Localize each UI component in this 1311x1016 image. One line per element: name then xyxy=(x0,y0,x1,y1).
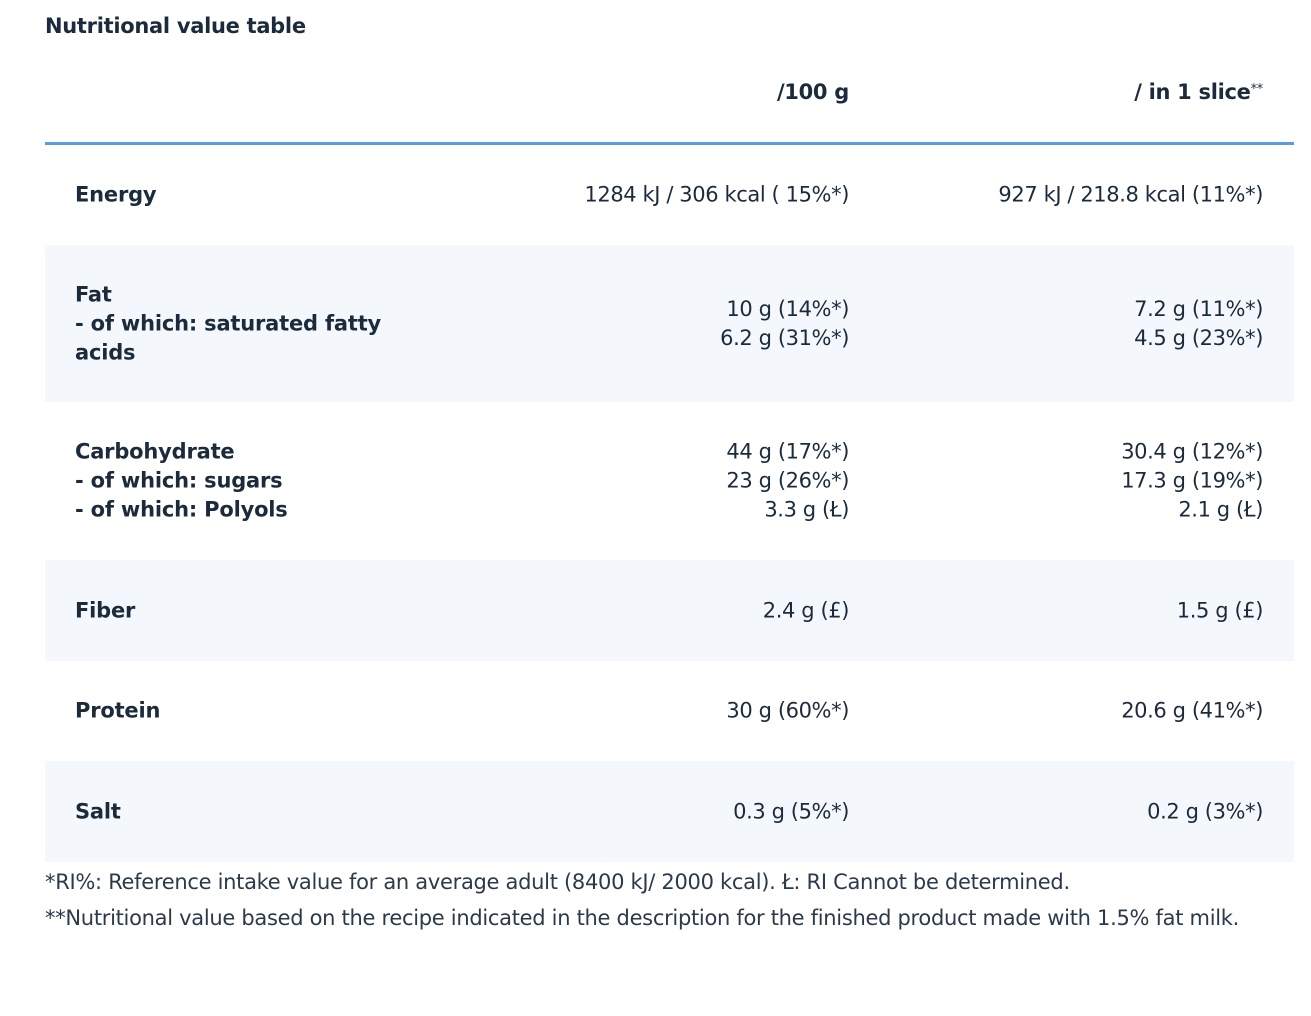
value-per-100g-line: 6.2 g (31%*) xyxy=(720,325,849,350)
value-per-100g-line: 0.3 g (5%*) xyxy=(733,799,849,823)
value-per-100g-line: 10 g (14%*) xyxy=(726,296,849,321)
value-per-100g-line: 30 g (60%*) xyxy=(726,698,849,723)
column-header-per-slice: / in 1 slice** xyxy=(1134,80,1263,104)
nutrient-label-line: Salt xyxy=(75,799,121,823)
value-per-100g-line: 23 g (26%*) xyxy=(726,468,849,493)
value-per-100g-line: 1284 kJ / 306 kcal ( 15%*) xyxy=(584,182,849,207)
value-per-slice-line: 17.3 g (19%*) xyxy=(1121,468,1263,493)
value-per-slice-line: 7.2 g (11%*) xyxy=(1134,296,1263,321)
nutrient-label-line: - of which: sugars xyxy=(75,468,283,493)
value-per-slice-line: 927 kJ / 218.8 kcal (11%*) xyxy=(998,182,1263,207)
value-per-slice-line: 20.6 g (41%*) xyxy=(1121,698,1263,723)
table-row-carbohydrate: Carbohydrate - of which: sugars - of which… xyxy=(45,402,1294,560)
column-header-per-100g: /100 g xyxy=(776,80,849,104)
table-title: Nutritional value table xyxy=(45,14,306,38)
table-row-salt: Salt 0.3 g (5%*) 0.2 g (3%*) xyxy=(45,761,1294,862)
value-per-100g: 30 g (60%*) xyxy=(726,697,849,726)
value-per-slice-line: 1.5 g (£) xyxy=(1176,598,1264,622)
value-per-slice: 30.4 g (12%*) 17.3 g (19%*) 2.1 g (Ł) xyxy=(1121,438,1263,525)
value-per-100g: 10 g (14%*) 6.2 g (31%*) xyxy=(720,295,849,353)
table-row-energy: Energy 1284 kJ / 306 kcal ( 15%*) 927 kJ /… xyxy=(45,145,1294,245)
nutrient-label-line: - of which: saturated fatty acids xyxy=(75,311,382,364)
per-slice-footnote-mark: ** xyxy=(1250,82,1264,97)
nutrient-label-line: Carbohydrate xyxy=(75,439,235,464)
nutrient-label-line: Fat xyxy=(75,282,112,306)
nutrient-label: Energy xyxy=(75,181,405,210)
header-divider xyxy=(45,142,1294,145)
value-per-slice-line: 2.1 g (Ł) xyxy=(1178,497,1263,522)
value-per-slice: 20.6 g (41%*) xyxy=(1121,697,1263,726)
value-per-slice: 7.2 g (11%*) 4.5 g (23%*) xyxy=(1134,295,1263,353)
value-per-100g-line: 3.3 g (Ł) xyxy=(764,497,849,522)
value-per-100g-line: 44 g (17%*) xyxy=(726,439,849,464)
table-row-fat: Fat - of which: saturated fatty acids 10 g… xyxy=(45,245,1294,402)
nutrient-label: Fiber xyxy=(75,596,405,625)
value-per-slice-line: 30.4 g (12%*) xyxy=(1121,439,1263,464)
value-per-100g: 0.3 g (5%*) xyxy=(733,797,849,826)
footnotes: *RI%: Reference intake value for an aver… xyxy=(45,864,1285,936)
nutrient-label-line: Protein xyxy=(75,698,161,723)
table-row-protein: Protein 30 g (60%*) 20.6 g (41%*) xyxy=(45,661,1294,761)
nutrient-label: Salt xyxy=(75,797,405,826)
value-per-slice-line: 4.5 g (23%*) xyxy=(1134,325,1263,350)
nutrient-label: Carbohydrate - of which: sugars - of which… xyxy=(75,438,405,525)
table-row-fiber: Fiber 2.4 g (£) 1.5 g (£) xyxy=(45,560,1294,661)
per-slice-label: / in 1 slice xyxy=(1134,80,1251,104)
value-per-100g: 2.4 g (£) xyxy=(762,596,850,625)
value-per-slice: 1.5 g (£) xyxy=(1176,596,1264,625)
nutrient-label-line: Fiber xyxy=(75,598,136,622)
value-per-slice: 927 kJ / 218.8 kcal (11%*) xyxy=(998,181,1263,210)
value-per-slice: 0.2 g (3%*) xyxy=(1147,797,1263,826)
value-per-100g-line: 2.4 g (£) xyxy=(762,598,850,622)
nutrient-label-line: - of which: Polyols xyxy=(75,497,288,522)
value-per-100g: 1284 kJ / 306 kcal ( 15%*) xyxy=(584,181,849,210)
nutrient-label-line: Energy xyxy=(75,182,157,207)
footnote-recipe: **Nutritional value based on the recipe … xyxy=(45,906,1239,930)
footnote-ri: *RI%: Reference intake value for an aver… xyxy=(45,870,1070,894)
value-per-100g: 44 g (17%*) 23 g (26%*) 3.3 g (Ł) xyxy=(726,438,849,525)
nutrient-label: Protein xyxy=(75,697,405,726)
nutrient-label: Fat - of which: saturated fatty acids xyxy=(75,280,405,367)
value-per-slice-line: 0.2 g (3%*) xyxy=(1147,799,1263,823)
